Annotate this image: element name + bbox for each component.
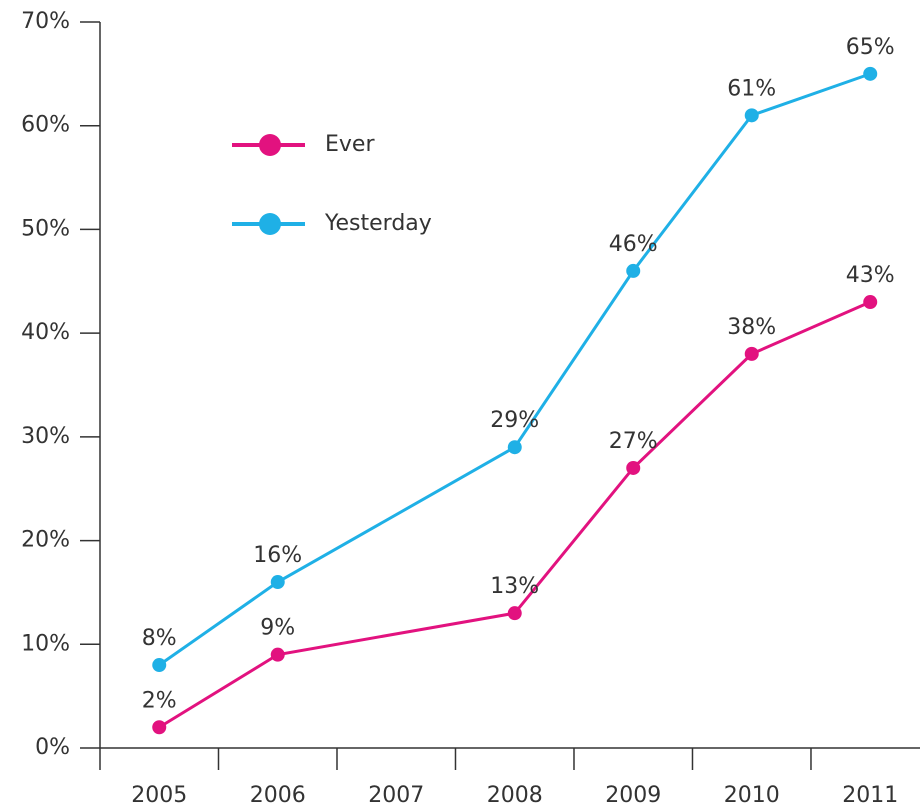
series-line: [158, 72, 871, 667]
y-tick-label: 0%: [35, 735, 70, 760]
data-label: 2%: [142, 688, 177, 713]
y-tick-label: 50%: [21, 216, 70, 241]
data-label: 38%: [727, 315, 776, 340]
legend-marker: [259, 134, 281, 156]
data-point: [152, 720, 167, 735]
data-point: [863, 66, 878, 81]
data-label: 61%: [727, 76, 776, 101]
y-tick-label: 20%: [21, 528, 70, 553]
data-point: [507, 440, 522, 455]
x-tick-label: 2009: [605, 783, 661, 806]
y-tick-label: 30%: [21, 424, 70, 449]
x-tick-label: 2006: [250, 783, 306, 806]
y-tick-label: 10%: [21, 631, 70, 656]
series-line: [158, 300, 871, 729]
data-point: [744, 346, 759, 361]
data-label: 9%: [260, 616, 295, 641]
data-point: [863, 295, 878, 310]
x-tick-label: 2007: [368, 783, 424, 806]
data-point: [626, 460, 641, 475]
data-point: [507, 606, 522, 621]
y-tick-label: 60%: [21, 113, 70, 138]
data-point: [270, 575, 285, 590]
legend-label: Ever: [325, 132, 375, 157]
data-label: 27%: [609, 429, 658, 454]
data-label: 8%: [142, 626, 177, 651]
legend-marker: [259, 213, 281, 235]
data-label: 43%: [846, 263, 895, 288]
data-point: [744, 108, 759, 123]
data-point: [152, 658, 167, 673]
data-point: [270, 647, 285, 662]
data-label: 13%: [490, 574, 539, 599]
y-tick-label: 70%: [21, 9, 70, 34]
y-tick-label: 40%: [21, 320, 70, 345]
data-point: [626, 263, 641, 278]
legend-label: Yesterday: [324, 211, 432, 236]
x-tick-label: 2011: [842, 783, 898, 806]
data-label: 16%: [253, 543, 302, 568]
data-label: 29%: [490, 408, 539, 433]
data-label: 46%: [609, 232, 658, 257]
x-tick-label: 2008: [487, 783, 543, 806]
x-tick-label: 2010: [724, 783, 780, 806]
data-label: 65%: [846, 35, 895, 60]
x-tick-label: 2005: [131, 783, 187, 806]
